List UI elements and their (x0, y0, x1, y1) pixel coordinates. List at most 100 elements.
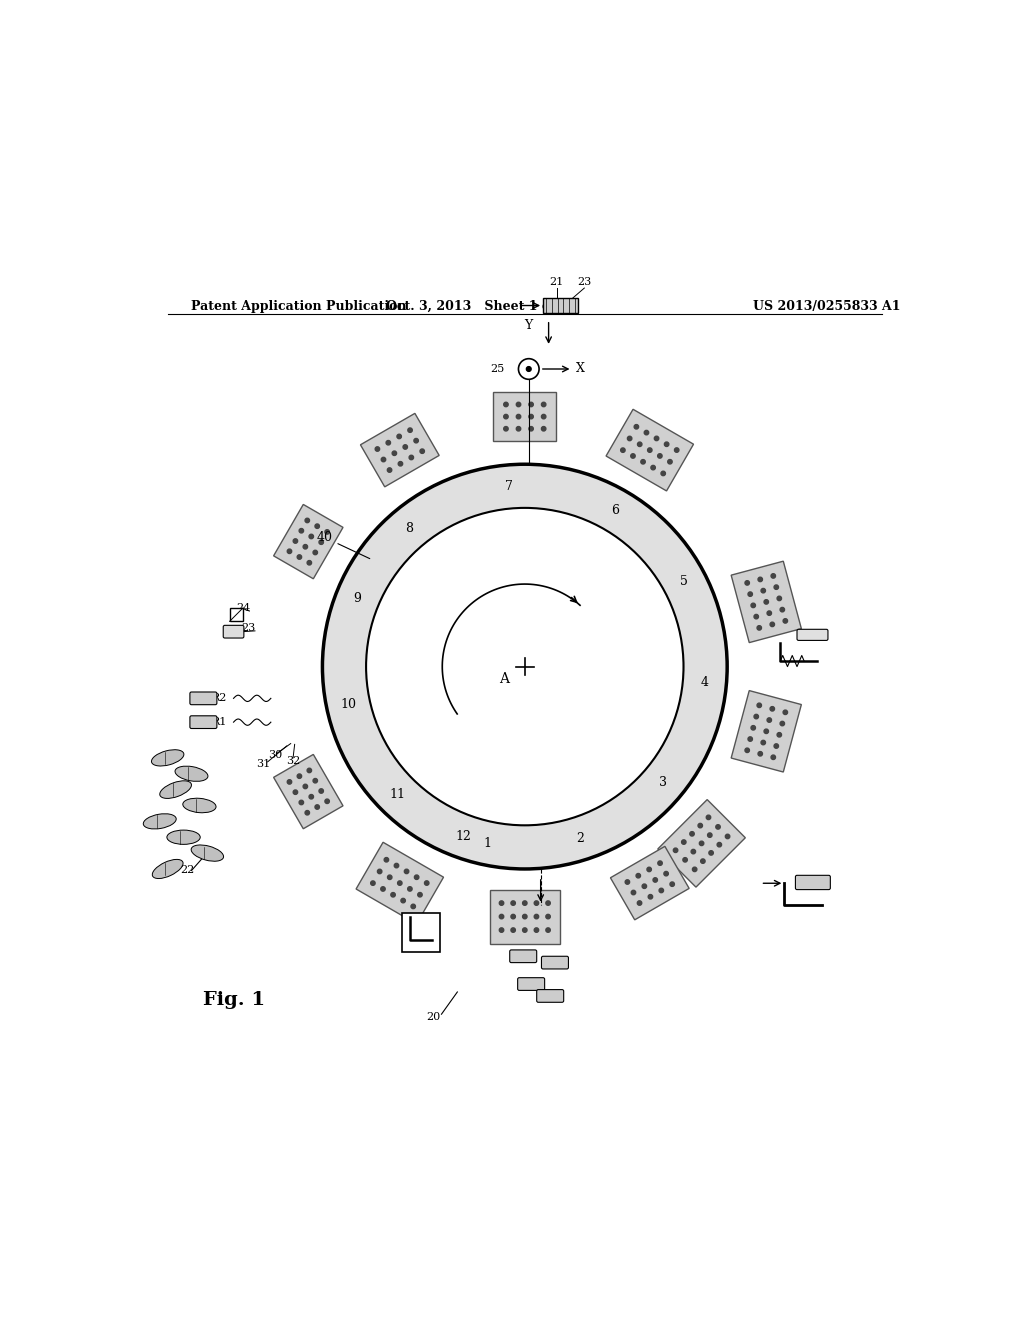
Circle shape (307, 768, 311, 772)
Circle shape (315, 805, 319, 809)
Circle shape (698, 824, 702, 828)
Circle shape (748, 591, 753, 597)
Circle shape (325, 799, 330, 804)
Circle shape (504, 426, 508, 432)
Circle shape (305, 810, 309, 814)
Text: R2: R2 (212, 693, 227, 704)
Circle shape (315, 524, 319, 528)
Text: 10: 10 (340, 698, 356, 710)
Ellipse shape (160, 781, 191, 799)
Circle shape (754, 714, 759, 719)
Bar (401, 913, 440, 952)
Circle shape (628, 436, 632, 441)
Circle shape (748, 737, 753, 742)
Circle shape (371, 880, 375, 886)
Bar (610, 846, 689, 920)
Ellipse shape (152, 750, 184, 766)
Circle shape (401, 899, 406, 903)
Circle shape (777, 733, 781, 737)
Text: 2: 2 (577, 832, 585, 845)
FancyBboxPatch shape (518, 978, 545, 990)
Bar (731, 561, 802, 643)
Circle shape (647, 867, 651, 871)
Circle shape (528, 403, 534, 407)
Circle shape (783, 619, 787, 623)
Circle shape (670, 882, 675, 887)
Ellipse shape (183, 799, 216, 813)
Circle shape (516, 414, 521, 418)
Circle shape (709, 850, 714, 855)
Circle shape (690, 832, 694, 836)
Circle shape (325, 529, 330, 535)
Text: 40: 40 (316, 531, 370, 558)
FancyBboxPatch shape (797, 630, 828, 640)
Circle shape (542, 414, 546, 418)
Circle shape (761, 589, 766, 593)
Bar (657, 800, 745, 887)
Circle shape (542, 426, 546, 432)
Circle shape (307, 561, 311, 565)
Circle shape (651, 466, 655, 470)
Circle shape (394, 863, 398, 867)
Circle shape (375, 446, 380, 451)
Circle shape (309, 535, 313, 539)
Circle shape (626, 880, 630, 884)
FancyBboxPatch shape (510, 950, 537, 962)
Circle shape (771, 574, 775, 578)
Text: Patent Application Publication: Patent Application Publication (191, 300, 407, 313)
Ellipse shape (191, 845, 223, 861)
Circle shape (414, 438, 419, 444)
Text: Fig. 1: Fig. 1 (204, 991, 265, 1010)
Circle shape (699, 841, 703, 846)
Text: R1: R1 (212, 717, 227, 727)
Circle shape (387, 875, 392, 879)
Text: 1: 1 (483, 837, 492, 850)
Circle shape (299, 800, 303, 805)
FancyBboxPatch shape (189, 692, 217, 705)
Circle shape (425, 880, 429, 886)
Circle shape (700, 859, 706, 863)
Circle shape (404, 869, 409, 874)
FancyBboxPatch shape (542, 956, 568, 969)
Circle shape (408, 887, 412, 891)
Circle shape (751, 726, 756, 730)
Circle shape (313, 779, 317, 783)
Circle shape (665, 442, 669, 446)
Circle shape (504, 403, 508, 407)
Circle shape (546, 900, 550, 906)
Text: 7: 7 (505, 480, 513, 494)
Circle shape (641, 459, 645, 465)
Circle shape (660, 471, 666, 475)
Text: 12: 12 (455, 830, 471, 842)
Circle shape (303, 784, 307, 788)
Circle shape (297, 554, 302, 560)
Text: X: X (577, 363, 586, 375)
Bar (489, 890, 560, 944)
Circle shape (674, 847, 678, 853)
Circle shape (511, 928, 515, 932)
Circle shape (657, 454, 663, 458)
Text: 22: 22 (180, 865, 195, 875)
Circle shape (717, 842, 722, 847)
Circle shape (528, 426, 534, 432)
Circle shape (542, 403, 546, 407)
Circle shape (683, 858, 687, 862)
Circle shape (691, 849, 695, 854)
Text: 3: 3 (659, 776, 667, 789)
Circle shape (516, 403, 521, 407)
Circle shape (774, 743, 778, 748)
Circle shape (516, 426, 521, 432)
Circle shape (682, 840, 686, 845)
Text: 9: 9 (353, 593, 361, 606)
Text: 31: 31 (256, 759, 270, 770)
Circle shape (716, 825, 720, 829)
Ellipse shape (143, 813, 176, 829)
Text: US 2013/0255833 A1: US 2013/0255833 A1 (753, 300, 900, 313)
Circle shape (526, 367, 531, 371)
Circle shape (410, 455, 414, 459)
Circle shape (319, 540, 324, 544)
Text: 4: 4 (700, 676, 709, 689)
FancyBboxPatch shape (537, 990, 563, 1002)
Circle shape (692, 867, 697, 871)
Text: 30: 30 (267, 750, 282, 760)
